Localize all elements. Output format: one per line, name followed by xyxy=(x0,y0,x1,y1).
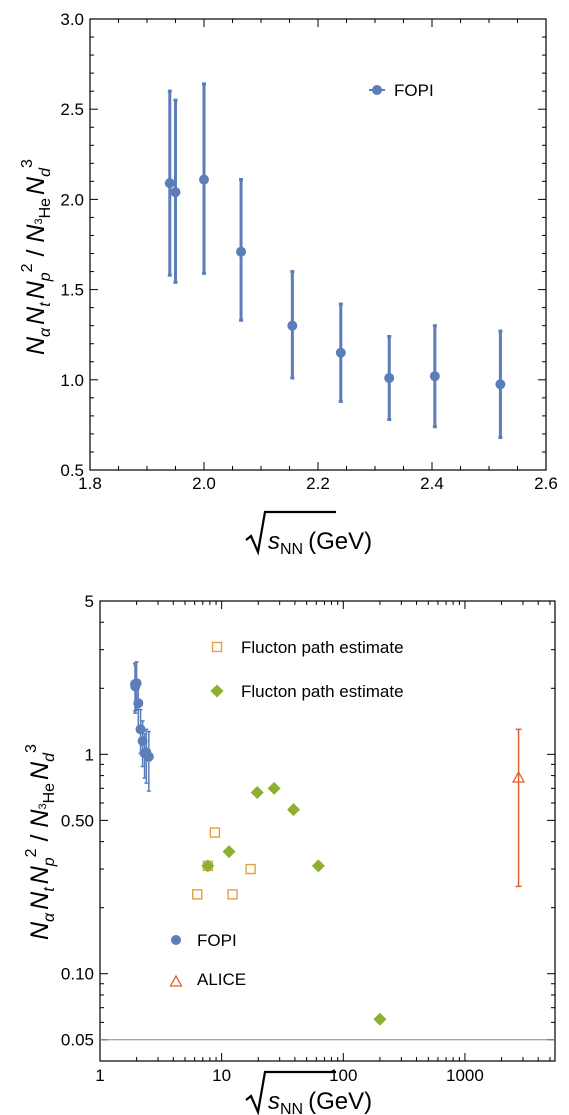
data-point xyxy=(495,379,506,390)
legend-swatch xyxy=(210,684,224,698)
fopi-linear-chart: 1.8 2.0 2.2 2.4 2.6 0.5 1.0 1.5 2.0 2.5 3.0 FOPI N… xyxy=(19,10,558,558)
data-point xyxy=(209,827,221,838)
x-tick-label: 1.8 xyxy=(78,474,102,493)
legend-label: Flucton path estimate xyxy=(241,682,404,701)
data-point xyxy=(267,781,281,795)
x-tick-label: 100 xyxy=(329,1066,357,1085)
y-tick-label: 2.5 xyxy=(60,100,84,119)
legend-swatch xyxy=(171,935,181,945)
y-tick-label: 0.05 xyxy=(61,1031,94,1050)
y-tick-label: 0.10 xyxy=(61,965,94,984)
x-tick-label: 2.4 xyxy=(420,474,444,493)
y-tick-label: 2.0 xyxy=(60,190,84,209)
data-point xyxy=(287,803,301,817)
y-tick-label: 3.0 xyxy=(60,10,84,29)
data-point xyxy=(250,785,264,799)
x-tick-label: 1 xyxy=(95,1066,104,1085)
data-point xyxy=(384,372,395,383)
data-point xyxy=(222,845,236,859)
legend-swatch xyxy=(372,85,382,95)
data-point xyxy=(373,1012,387,1026)
legend-label: FOPI xyxy=(394,81,434,100)
data-point xyxy=(429,371,440,382)
y-tick-label: 0.50 xyxy=(61,811,94,830)
plot-frame xyxy=(99,600,556,1062)
data-point xyxy=(170,187,181,198)
y-axis-label: NαNtNp2 / N3HeNd3 xyxy=(23,744,58,940)
x-tick-label: 2.6 xyxy=(534,474,558,493)
x-axis-label: sNN (GeV) xyxy=(245,510,372,558)
legend-label: ALICE xyxy=(197,970,246,989)
data-point xyxy=(227,889,238,900)
data-point xyxy=(143,751,154,762)
data-point xyxy=(311,859,325,873)
data-point xyxy=(335,347,346,358)
data-point xyxy=(287,320,298,331)
data-point xyxy=(511,770,526,783)
data-point xyxy=(199,174,209,185)
plot-frame xyxy=(89,18,547,471)
y-tick-label: 5 xyxy=(85,592,94,611)
svg-text:sNN(GeV): sNN (GeV) xyxy=(268,528,372,558)
x-tick-label: 1000 xyxy=(446,1066,484,1085)
y-tick-label: 0.5 xyxy=(60,461,84,480)
legend-label: Flucton path estimate xyxy=(241,638,404,657)
svg-text:sNN(GeV): sNN (GeV) xyxy=(268,1088,372,1115)
data-point xyxy=(201,859,215,873)
y-axis-label: NαNtNp2 / N3HeNd3 xyxy=(19,159,54,355)
data-point xyxy=(245,863,256,875)
y-tick-label: 1.5 xyxy=(60,281,84,300)
x-tick-label: 2.0 xyxy=(192,474,216,493)
y-tick-label: 1.0 xyxy=(60,371,84,390)
legend-swatch xyxy=(169,974,183,987)
energy-dependence-log-chart: 1 10 100 1000 0.05 0.10 0.50 1 5 Flucton path es… xyxy=(23,592,556,1115)
data-point xyxy=(236,246,247,257)
data-point xyxy=(135,724,146,735)
x-tick-label: 10 xyxy=(212,1066,231,1085)
data-point xyxy=(164,178,175,189)
legend-label: FOPI xyxy=(197,931,237,950)
y-tick-label: 1 xyxy=(85,745,94,764)
x-tick-label: 2.2 xyxy=(306,474,330,493)
data-point xyxy=(133,698,144,709)
legend-swatch xyxy=(211,641,223,653)
data-point xyxy=(192,889,203,900)
x-axis-label: sNN (GeV) xyxy=(245,1070,372,1115)
